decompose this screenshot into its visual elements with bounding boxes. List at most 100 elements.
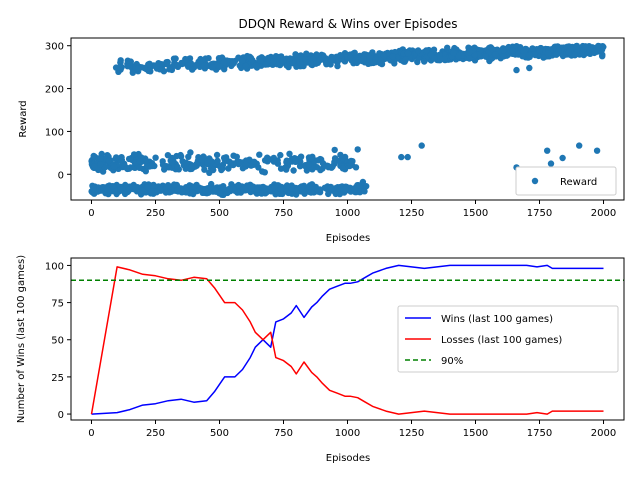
reward-point bbox=[144, 184, 151, 191]
reward-point bbox=[113, 154, 120, 161]
reward-point bbox=[328, 184, 335, 192]
reward-point bbox=[142, 168, 149, 175]
reward-point bbox=[152, 154, 159, 161]
reward-point bbox=[162, 189, 170, 196]
reward-point bbox=[148, 188, 155, 195]
reward-y-tick-label: 300 bbox=[45, 42, 64, 53]
reward-point bbox=[132, 184, 139, 192]
reward-point bbox=[141, 64, 148, 72]
wins-x-tick-label: 250 bbox=[146, 428, 165, 439]
reward-x-tick-label: 1750 bbox=[527, 208, 552, 219]
wins-line-plot: 0 250 500 750 1000 1250 1500 1750 2000 0 25 50 75 10… bbox=[16, 255, 625, 464]
reward-point bbox=[117, 64, 124, 71]
reward-point bbox=[136, 158, 144, 165]
reward-point bbox=[146, 61, 153, 68]
reward-point bbox=[509, 47, 516, 54]
reward-point bbox=[591, 48, 598, 55]
reward-point bbox=[195, 186, 203, 194]
reward-point bbox=[205, 55, 212, 62]
reward-point bbox=[202, 187, 209, 194]
wins-x-tick-label: 1750 bbox=[527, 428, 552, 439]
reward-point bbox=[529, 45, 536, 52]
reward-y-tick-label: 0 bbox=[58, 170, 64, 181]
reward-point bbox=[177, 151, 184, 159]
reward-point bbox=[582, 43, 589, 50]
reward-point bbox=[593, 147, 601, 154]
reward-point bbox=[188, 162, 196, 170]
reward-point bbox=[288, 185, 295, 192]
wins-legend-label: Wins (last 100 games) bbox=[441, 314, 553, 325]
reward-point bbox=[148, 162, 155, 170]
reward-point bbox=[380, 52, 388, 60]
reward-point bbox=[216, 190, 223, 197]
reward-point bbox=[418, 142, 425, 149]
reward-point bbox=[261, 169, 268, 176]
reward-legend-box bbox=[515, 166, 617, 196]
reward-point bbox=[248, 185, 255, 192]
reward-point bbox=[282, 164, 289, 171]
reward-point bbox=[129, 69, 136, 76]
threshold-legend-label: 90% bbox=[441, 356, 463, 367]
reward-point bbox=[90, 152, 97, 160]
reward-point bbox=[328, 57, 335, 65]
reward-point bbox=[313, 51, 320, 58]
reward-point bbox=[123, 164, 130, 172]
reward-point bbox=[286, 150, 293, 157]
reward-point bbox=[329, 163, 336, 170]
reward-point bbox=[229, 60, 237, 67]
reward-point bbox=[519, 53, 526, 60]
wins-y-label: Number of Wins (last 100 games) bbox=[16, 255, 27, 423]
reward-point bbox=[305, 161, 313, 168]
reward-point bbox=[283, 159, 290, 166]
reward-point bbox=[573, 42, 581, 50]
reward-point bbox=[117, 186, 124, 193]
reward-point bbox=[455, 52, 462, 60]
reward-x-tick-label: 1250 bbox=[399, 208, 424, 219]
reward-point bbox=[402, 56, 409, 63]
reward-point bbox=[347, 54, 354, 62]
reward-point bbox=[261, 186, 268, 193]
reward-point bbox=[210, 166, 217, 174]
reward-point bbox=[319, 160, 327, 167]
wins-x-tick-label: 1000 bbox=[335, 428, 360, 439]
reward-point bbox=[189, 189, 196, 196]
reward-point bbox=[96, 161, 104, 168]
reward-point bbox=[378, 60, 386, 68]
reward-point bbox=[253, 62, 260, 70]
reward-point bbox=[110, 163, 118, 170]
reward-x-tick-label: 2000 bbox=[591, 208, 616, 219]
reward-point bbox=[136, 164, 143, 171]
reward-point bbox=[117, 57, 124, 64]
reward-point bbox=[220, 154, 228, 162]
reward-point bbox=[307, 189, 315, 196]
reward-point bbox=[513, 66, 520, 74]
reward-point bbox=[283, 182, 291, 189]
wins-x-tick-label: 500 bbox=[210, 428, 229, 439]
reward-point bbox=[286, 55, 294, 62]
wins-y-tick-label: 75 bbox=[51, 299, 64, 310]
reward-point bbox=[242, 62, 250, 70]
reward-legend: Reward bbox=[515, 166, 617, 196]
reward-point bbox=[235, 181, 242, 189]
wins-legend-box bbox=[397, 305, 619, 373]
reward-point bbox=[174, 186, 181, 194]
reward-point bbox=[466, 48, 473, 56]
reward-point bbox=[492, 51, 499, 58]
reward-point bbox=[186, 55, 194, 62]
reward-point bbox=[351, 186, 358, 193]
wins-x-tick-label: 2000 bbox=[591, 428, 616, 439]
reward-point bbox=[332, 190, 339, 198]
reward-point bbox=[369, 49, 376, 56]
reward-point bbox=[444, 44, 451, 51]
wins-x-ticks: 0 250 500 750 1000 1250 1500 1750 2000 bbox=[88, 420, 616, 439]
reward-point bbox=[255, 164, 262, 171]
reward-point bbox=[297, 153, 305, 160]
reward-point bbox=[201, 62, 208, 69]
reward-point bbox=[187, 60, 194, 67]
reward-point bbox=[279, 57, 287, 64]
reward-point bbox=[216, 63, 223, 70]
wins-lines bbox=[71, 264, 624, 415]
reward-point bbox=[198, 156, 205, 163]
reward-point bbox=[431, 55, 438, 62]
reward-point bbox=[450, 49, 457, 56]
